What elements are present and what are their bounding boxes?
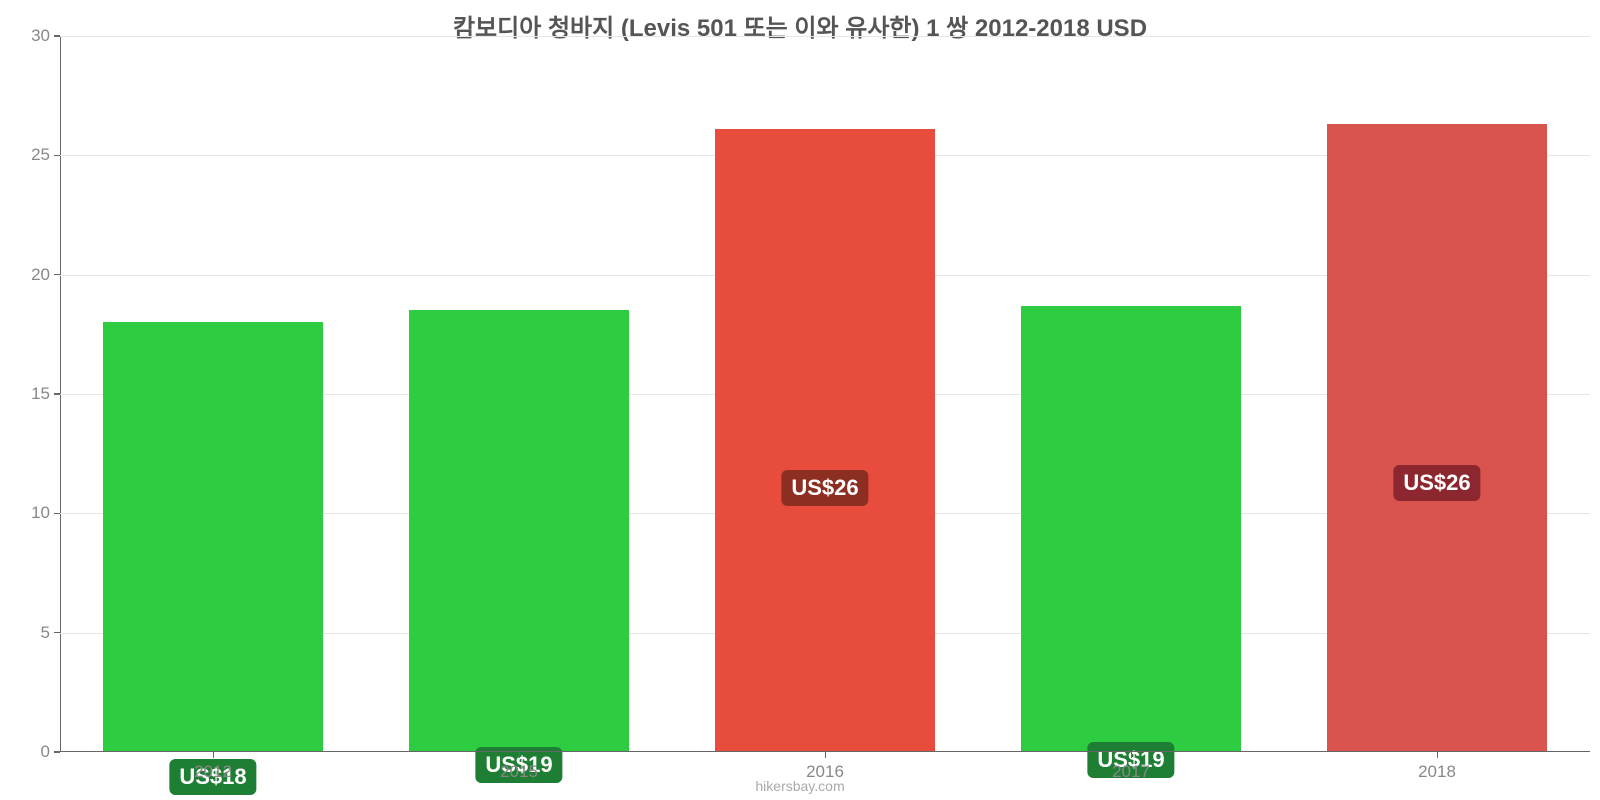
chart-container: 캄보디아 청바지 (Levis 501 또는 이와 유사한) 1 쌍 2012-… bbox=[0, 0, 1600, 800]
bar-value-label: US$26 bbox=[781, 470, 868, 506]
y-tick-label: 30 bbox=[31, 26, 50, 46]
x-axis bbox=[54, 751, 1590, 752]
bar: US$26 bbox=[715, 129, 935, 752]
x-tick-mark bbox=[1131, 752, 1132, 758]
y-tick-label: 20 bbox=[31, 265, 50, 285]
bar-value-label: US$26 bbox=[1393, 465, 1480, 501]
bar: US$26 bbox=[1327, 124, 1547, 752]
x-tick-mark bbox=[1437, 752, 1438, 758]
bar: US$19 bbox=[1021, 306, 1241, 752]
bars-group: US$18 US$19 US$26 US$19 US$26 bbox=[60, 36, 1590, 752]
y-tick-label: 15 bbox=[31, 384, 50, 404]
x-tick-mark bbox=[519, 752, 520, 758]
y-tick-label: 10 bbox=[31, 503, 50, 523]
y-tick-label: 5 bbox=[41, 623, 50, 643]
y-tick-label: 25 bbox=[31, 145, 50, 165]
attribution: hikersbay.com bbox=[0, 778, 1600, 794]
x-tick-mark bbox=[825, 752, 826, 758]
x-tick-mark bbox=[213, 752, 214, 758]
bar: US$19 bbox=[409, 310, 629, 752]
bar: US$18 bbox=[103, 322, 323, 752]
y-tick-label: 0 bbox=[41, 742, 50, 762]
plot-area: 051015202530 US$18US$19US$26US$19US$26 2… bbox=[60, 36, 1590, 752]
